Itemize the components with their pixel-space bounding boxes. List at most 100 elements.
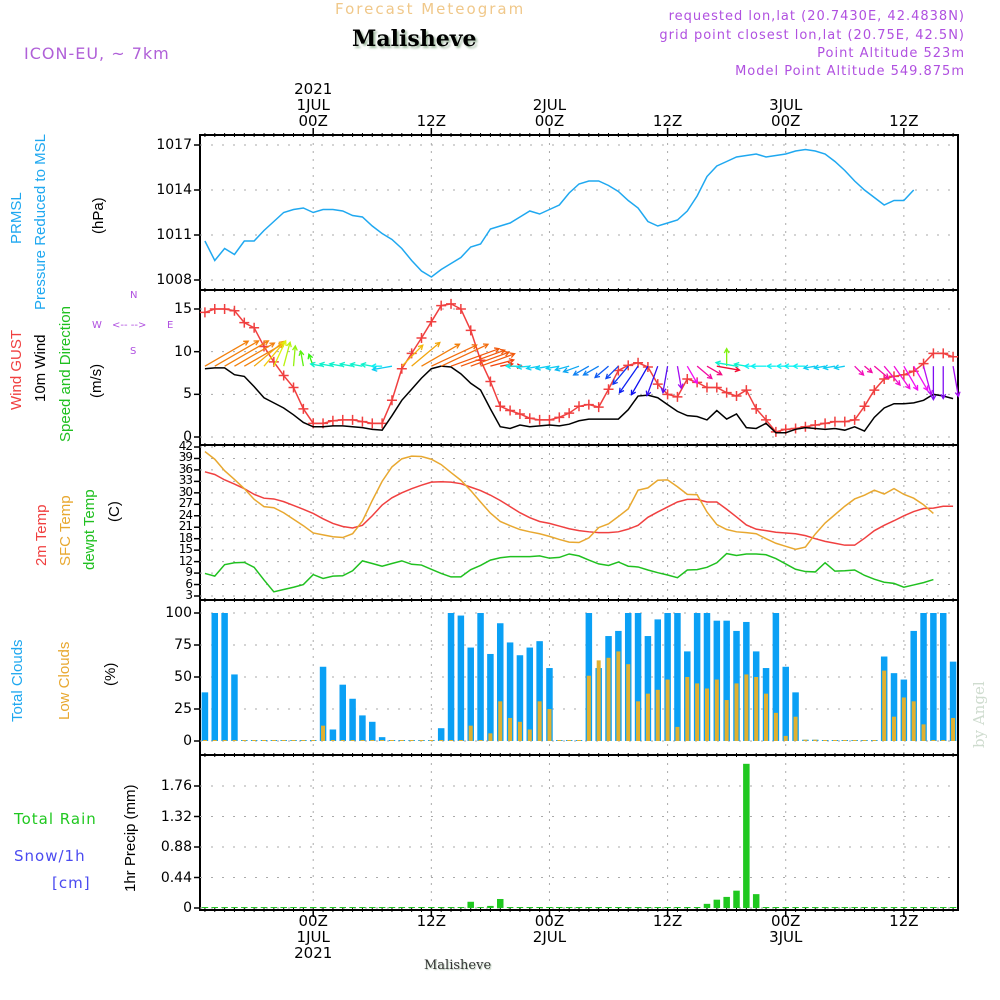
footer-location: Malisheve [424,958,492,973]
wind-vector [803,365,816,369]
y-tick-label-temp: 6 [185,576,193,591]
time-label-line: 12Z [652,912,683,930]
bar-low-clouds [281,740,286,741]
bar-total-rain [339,907,346,908]
wind-vector [555,365,570,371]
wind-vector [470,351,510,367]
gust-marker [524,413,535,424]
time-label-line: 00Z [298,912,328,930]
top-time-label: 12Z [638,113,698,129]
wind-vector-head [605,373,611,380]
bar-total-rain [684,907,691,908]
wind-vector [630,365,649,396]
wind-vector [854,365,865,376]
gust-marker [377,418,388,429]
wind-vector-head [692,378,698,385]
wind-vector-head [291,344,298,351]
wind-vector [431,344,477,367]
top-time-label: 2JUL 00Z [519,97,579,129]
wind-vector-head [883,373,890,380]
y-tick-label-temp: 30 [178,484,193,499]
bar-total-rain [585,907,593,908]
bar-low-clouds [586,675,591,741]
bar-total-rain [693,907,701,908]
bar-low-clouds [645,693,650,741]
bar-total-rain [752,894,760,908]
wind-vector [440,343,489,367]
wind-vector-head [765,363,772,370]
bar-total-rain [930,907,937,908]
wind-vector-head [677,383,684,390]
total-rain-label: Total Rain [14,810,97,828]
bar-low-clouds [380,740,385,741]
bar-total-rain [506,907,514,908]
y-tick-label-wind: 5 [183,386,192,403]
y-tick-label-temp: 18 [178,530,193,545]
wind-vector-head [504,363,511,370]
wind-vector [401,344,424,367]
wind-vector-head [792,363,799,370]
wind-vector [310,363,324,367]
bar-total-clouds [930,613,937,741]
bottom-time-label: 00Z 1JUL 2021 [283,913,343,961]
y-tick-label-temp: 42 [178,439,193,453]
bar-total-rain [329,907,337,908]
bar-low-clouds [360,740,365,741]
wind-vector-head [525,364,532,371]
bar-total-clouds [221,613,228,741]
series-2m-temp [204,471,954,546]
gust-marker [711,382,722,393]
bar-low-clouds [675,726,680,741]
bar-total-rain [241,907,248,908]
wind-vector-head [562,367,569,374]
bar-low-clouds [901,697,906,741]
panel-frame-precip [199,754,959,911]
y-tick-label-wind: 10 [174,343,192,360]
gust-marker [623,360,634,371]
bar-low-clouds [202,740,207,741]
gust-marker [357,416,368,427]
bar-low-clouds [557,740,562,741]
gust-marker [869,385,880,396]
time-label-line: 00Z [534,912,565,930]
wind-vector-head [706,373,713,380]
wind-vector-head [545,364,552,371]
bar-total-clouds [467,647,474,741]
gust-marker [652,379,663,390]
time-label-line: 00Z [534,112,565,130]
bottom-time-label: 12Z [638,913,698,929]
wind-vector-head [833,364,840,371]
bar-total-clouds [782,666,789,741]
wind-vector [952,366,960,397]
wind-vector [421,343,460,367]
gust-marker [298,403,309,414]
bar-total-rain [369,907,376,908]
bar-total-clouds [211,613,219,741]
gust-marker [751,403,762,414]
wind-vector [517,365,530,368]
wind-vector [450,348,500,367]
wind-vector [253,340,285,367]
bar-total-rain [792,907,799,908]
wind-vector [224,340,269,367]
top-time-label: 12Z [874,113,934,129]
bar-total-rain [565,907,573,908]
wind-vector [883,365,901,386]
bar-total-rain [880,907,888,908]
y-tick-label-clouds: 75 [174,637,192,653]
bar-total-clouds [319,666,327,741]
bottom-time-label: 12Z [401,913,461,929]
panel-frame-clouds [199,599,959,756]
bar-total-clouds [546,668,553,741]
bar-low-clouds [862,740,867,741]
bar-total-clouds [644,636,652,741]
bar-total-rain [949,907,957,908]
grid-point-coords: grid point closest lon,lat (20.75E, 42.5… [659,28,965,43]
y-tick-label-clouds: 25 [174,701,192,717]
wind-vector [864,365,873,374]
bar-low-clouds [330,740,335,741]
wind-vector [715,361,737,367]
bar-total-rain [516,907,524,908]
compass-w: W [92,320,102,331]
wind-vector [546,365,560,370]
